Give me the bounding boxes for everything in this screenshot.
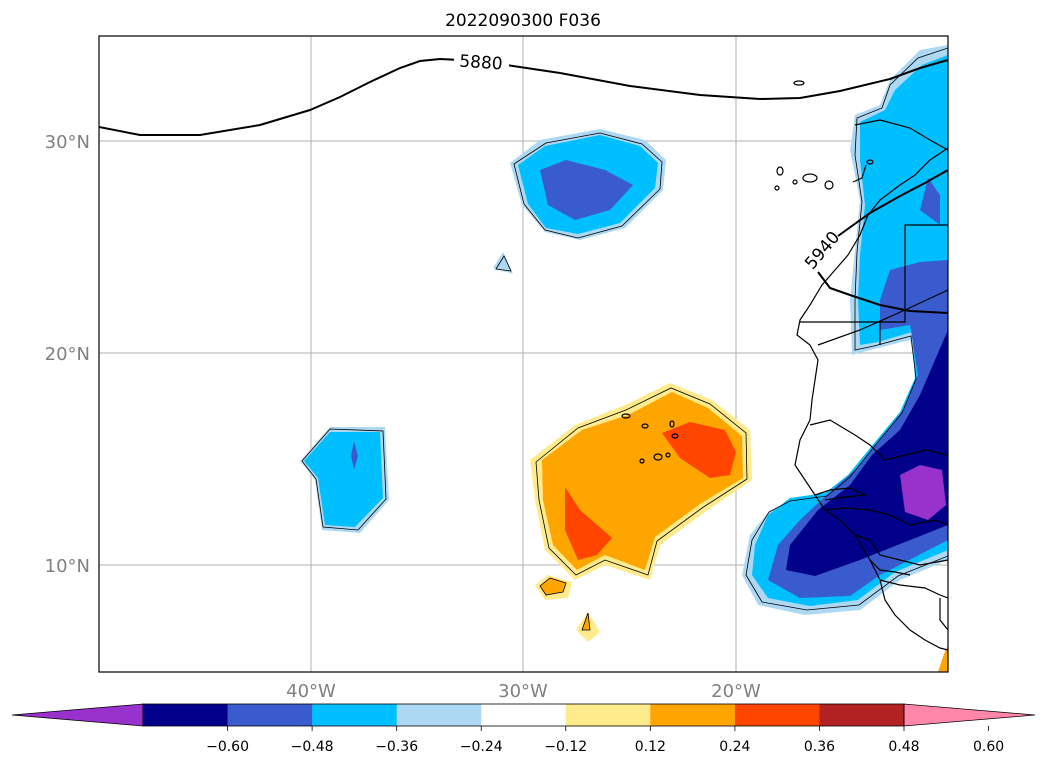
colorbar-segment	[565, 704, 651, 726]
colorbar-extend-max	[903, 703, 1036, 727]
contour-label-5880: 5880	[459, 52, 504, 75]
colorbar: −0.60 −0.48 −0.36 −0.24 −0.12 0.12 0.24 0.36 0.4…	[11, 703, 1036, 755]
colorbar-tick-label: −0.36	[375, 739, 418, 755]
colorbar-tick-label: −0.12	[544, 739, 587, 755]
colorbar-segment	[819, 704, 905, 726]
colorbar-tick-label: 0.24	[719, 739, 750, 755]
anomaly-blob-west	[300, 427, 389, 533]
colorbar-tick-label: −0.48	[291, 739, 334, 755]
colorbar-segment	[650, 704, 736, 726]
lon-label-40w: 40°W	[286, 681, 336, 702]
map-frame	[98, 35, 949, 673]
colorbar-segment	[481, 704, 567, 726]
colorbar-segment	[396, 704, 482, 726]
colorbar-extend-min	[11, 703, 144, 727]
colorbar-segment	[143, 704, 229, 726]
lat-label-20n: 20°N	[45, 344, 90, 365]
africa-coastline	[794, 119, 948, 651]
colorbar-segment	[734, 704, 820, 726]
map-area: 5880 5940	[99, 36, 948, 672]
colorbar-segment	[312, 704, 398, 726]
colorbar-tick-label: 0.60	[973, 739, 1004, 755]
colorbar-tick-label: 0.12	[635, 739, 666, 755]
contour-5940	[817, 271, 948, 314]
lat-label-10n: 10°N	[45, 556, 90, 577]
anomaly-blob-small	[493, 252, 513, 274]
colorbar-tick-label: −0.24	[460, 739, 503, 755]
lon-label-20w: 20°W	[711, 681, 761, 702]
anomaly-blob-positive	[530, 383, 752, 642]
anomaly-blob-north	[510, 129, 666, 240]
colorbar-tick-label: −0.60	[206, 739, 249, 755]
map-title: 2022090300 F036	[445, 11, 601, 31]
cape-verde-islands	[621, 413, 679, 464]
colorbar-segment	[227, 704, 313, 726]
colorbar-tick-label: 0.48	[888, 739, 919, 755]
lon-label-30w: 30°W	[498, 681, 548, 702]
canary-islands	[774, 80, 874, 191]
lat-label-30n: 30°N	[45, 132, 90, 153]
colorbar-tick-label: 0.36	[804, 739, 835, 755]
